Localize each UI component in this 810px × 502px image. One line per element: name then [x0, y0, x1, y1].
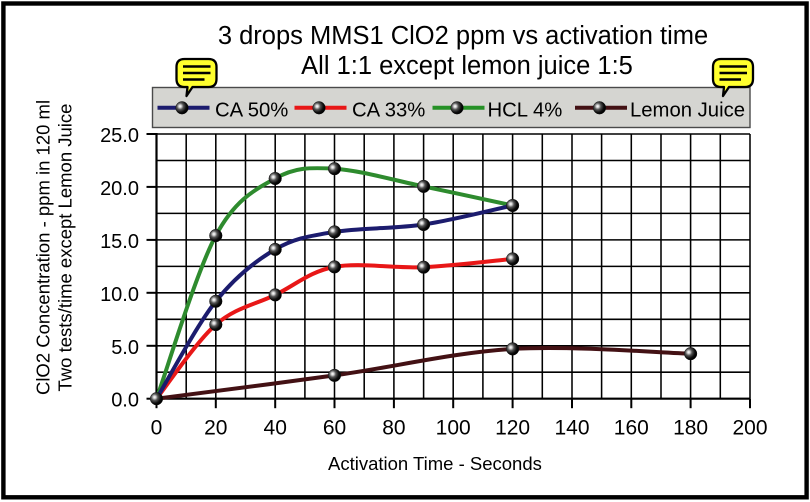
svg-text:CA 33%: CA 33%	[352, 99, 425, 121]
svg-text:All 1:1 except lemon juice 1:5: All 1:1 except lemon juice 1:5	[301, 52, 633, 80]
svg-text:Lemon Juice: Lemon Juice	[630, 99, 745, 121]
svg-text:60: 60	[323, 417, 346, 440]
svg-text:Activation Time - Seconds: Activation Time - Seconds	[328, 453, 542, 474]
svg-text:3 drops MMS1 ClO2 ppm vs activ: 3 drops MMS1 ClO2 ppm vs activation time	[218, 22, 708, 50]
svg-text:10.0: 10.0	[100, 284, 139, 306]
svg-text:HCL 4%: HCL 4%	[488, 99, 563, 121]
svg-text:200: 200	[732, 417, 767, 440]
svg-text:ClO2 Concentration - ppm in 12: ClO2 Concentration - ppm in 120 ml	[33, 100, 54, 395]
svg-text:100: 100	[436, 417, 471, 440]
svg-text:0.0: 0.0	[111, 390, 139, 412]
svg-text:160: 160	[614, 417, 649, 440]
svg-text:0: 0	[151, 417, 163, 440]
svg-text:180: 180	[673, 417, 708, 440]
svg-text:20.0: 20.0	[100, 178, 139, 200]
svg-text:20: 20	[204, 417, 227, 440]
svg-text:5.0: 5.0	[111, 337, 139, 359]
svg-text:25.0: 25.0	[100, 125, 139, 147]
svg-text:CA 50%: CA 50%	[215, 99, 288, 121]
svg-text:Two tests/time except Lemon Ju: Two tests/time except Lemon Juice	[55, 104, 76, 392]
svg-text:140: 140	[554, 417, 589, 440]
svg-text:15.0: 15.0	[100, 231, 139, 253]
svg-text:120: 120	[495, 417, 530, 440]
svg-text:40: 40	[264, 417, 287, 440]
svg-text:80: 80	[382, 417, 405, 440]
